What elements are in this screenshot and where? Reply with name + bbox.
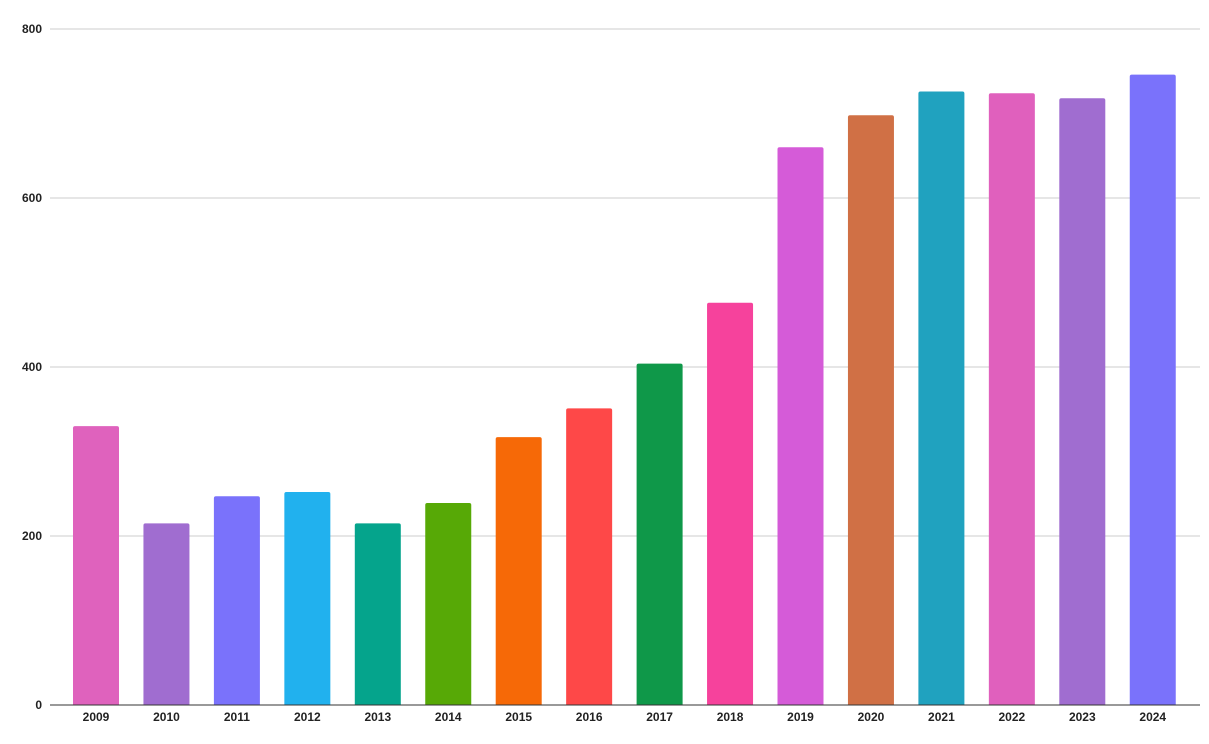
bar-2013[interactable] — [354, 523, 401, 705]
x-tick-label: 2013 — [364, 710, 391, 724]
bar-2011[interactable] — [213, 496, 260, 705]
x-tick-label: 2012 — [294, 710, 321, 724]
y-tick-label: 200 — [22, 529, 42, 543]
x-tick-label: 2015 — [505, 710, 532, 724]
y-tick-label: 400 — [22, 360, 42, 374]
bar-2022[interactable] — [988, 93, 1035, 706]
bar-2019[interactable] — [777, 147, 824, 706]
bar-2023[interactable] — [1059, 98, 1106, 706]
bar-2009[interactable] — [73, 426, 119, 705]
bar-2018[interactable] — [707, 302, 754, 705]
bar-2015[interactable] — [495, 437, 542, 705]
x-tick-label: 2009 — [83, 710, 110, 724]
x-tick-label: 2018 — [717, 710, 744, 724]
bar-2017[interactable] — [636, 363, 683, 705]
bar-2014[interactable] — [425, 503, 472, 705]
bar-2021[interactable] — [918, 91, 965, 705]
bar-2012[interactable] — [284, 492, 331, 705]
x-tick-label: 2024 — [1139, 710, 1166, 724]
bar-2024[interactable] — [1129, 74, 1176, 705]
x-axis: 2009 2010 2011 2012 2013 2014 2015 2016 2017 2018… — [50, 704, 1200, 724]
bar-2010[interactable] — [143, 523, 190, 705]
y-tick-label: 0 — [35, 698, 42, 712]
y-tick-label: 600 — [22, 191, 42, 205]
x-tick-label: 2017 — [646, 710, 673, 724]
x-tick-label: 2022 — [998, 710, 1025, 724]
bar-2020[interactable] — [847, 115, 894, 705]
x-tick-label: 2019 — [787, 710, 814, 724]
x-tick-label: 2021 — [928, 710, 955, 724]
x-tick-label: 2016 — [576, 710, 603, 724]
bars — [73, 74, 1176, 706]
y-tick-label: 800 — [22, 22, 42, 36]
x-tick-label: 2020 — [858, 710, 885, 724]
x-tick-label: 2010 — [153, 710, 180, 724]
bar-2016[interactable] — [566, 408, 613, 705]
x-tick-label: 2023 — [1069, 710, 1096, 724]
y-axis: 0 200 400 600 800 — [22, 22, 42, 712]
x-tick-label: 2014 — [435, 710, 462, 724]
x-tick-label: 2011 — [224, 710, 250, 724]
